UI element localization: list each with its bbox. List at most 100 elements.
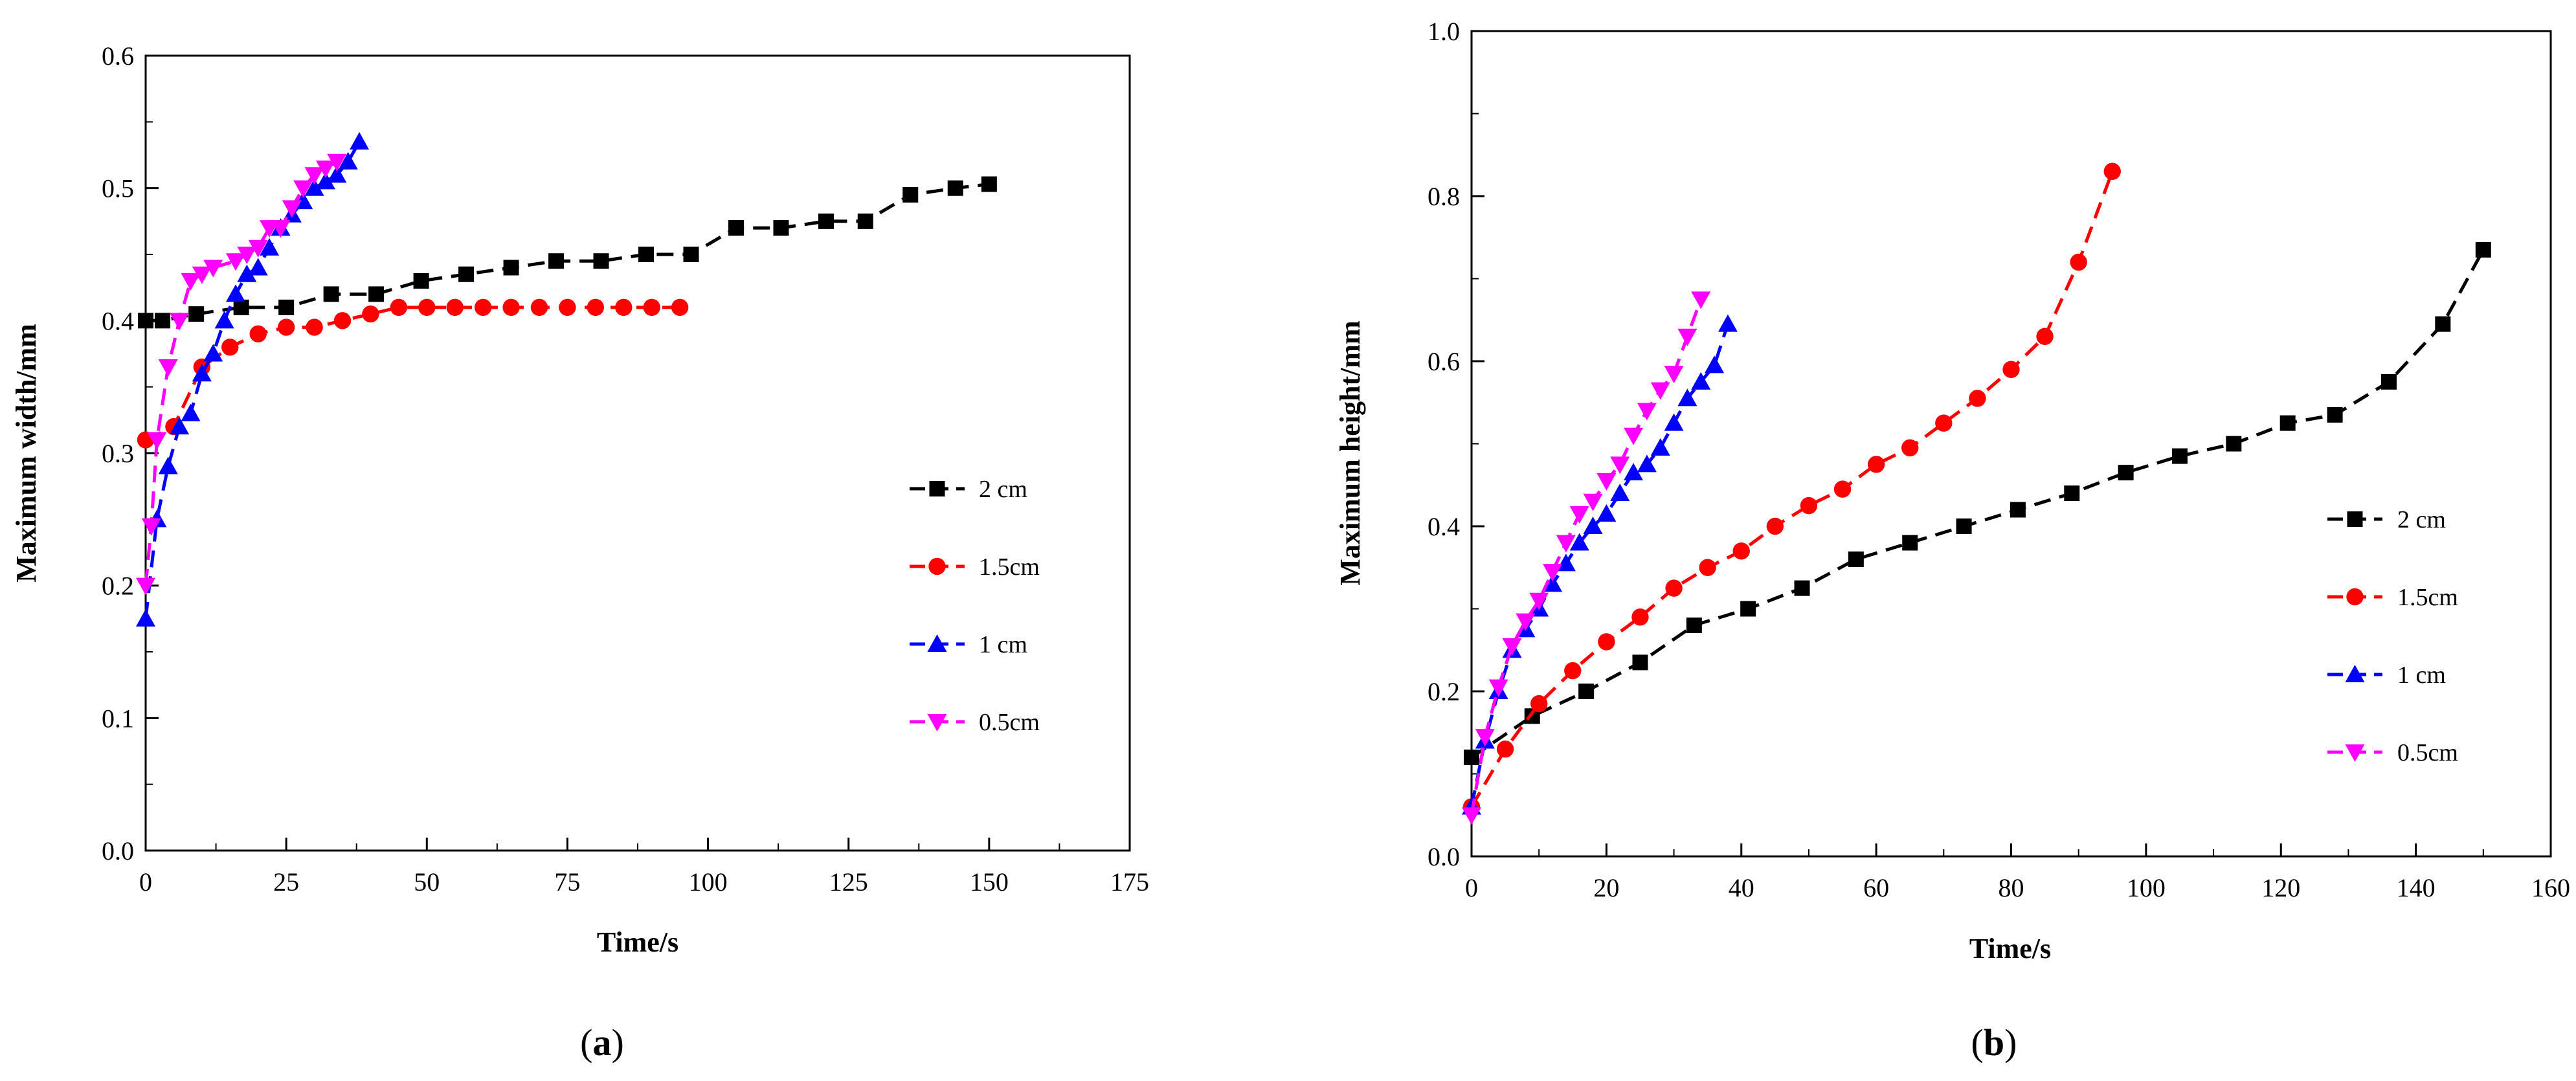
y-tick-label: 0.0 (1428, 842, 1460, 871)
data-point (170, 417, 190, 435)
data-point (503, 260, 519, 276)
data-point (136, 608, 155, 627)
data-point (1556, 535, 1576, 553)
data-point (458, 266, 475, 282)
legend-item: 1 cm (910, 631, 1027, 658)
legend-marker (2347, 511, 2363, 527)
data-point (1740, 601, 1756, 617)
data-point (502, 298, 520, 317)
legend-marker (928, 557, 946, 575)
data-point (2279, 415, 2296, 431)
legend-label: 1 cm (2397, 662, 2446, 689)
data-point (1956, 518, 1972, 534)
data-point (1624, 463, 1644, 481)
chart-panel-b: 0 20 40 60 80 100 120 140 160 0.0 0.2 0.4 0.6 0.8 1.0… (1334, 17, 2570, 1064)
data-point (333, 312, 352, 329)
x-tick-label: 120 (2261, 873, 2300, 902)
series-group-b (1462, 162, 2491, 825)
data-point (1935, 414, 1953, 432)
x-tick-label: 175 (1110, 867, 1149, 897)
data-point (192, 266, 212, 284)
data-point (1516, 613, 1536, 631)
x-tick-label: 0 (1465, 873, 1478, 902)
data-point (1583, 517, 1603, 534)
data-point (1901, 439, 1919, 457)
data-point (277, 318, 295, 336)
legend-label: 1.5cm (979, 553, 1040, 581)
y-tick-label: 0.8 (1428, 182, 1460, 211)
data-point (1502, 638, 1522, 656)
data-point (2070, 253, 2087, 271)
data-point (323, 286, 339, 302)
data-point (530, 298, 548, 317)
data-point (2327, 407, 2343, 423)
data-point (136, 577, 155, 596)
data-point (237, 247, 257, 264)
data-point (1800, 496, 1818, 515)
panel-label-b: (b) (1971, 1021, 2017, 1064)
panel-label-a: (a) (580, 1021, 624, 1064)
data-point (1794, 580, 1810, 596)
series-1_5cm (1462, 162, 2121, 816)
legend-marker (2345, 665, 2365, 682)
data-point (2036, 328, 2054, 345)
legend-label: 2 cm (2397, 506, 2446, 533)
data-point (315, 172, 335, 190)
data-point (1637, 403, 1657, 421)
legend-marker (927, 714, 947, 731)
y-tick-label: 0.6 (102, 41, 134, 71)
legend-marker (927, 634, 947, 652)
data-point (728, 220, 744, 236)
data-point (260, 238, 280, 256)
data-point (138, 313, 153, 329)
data-point (446, 298, 464, 317)
data-point (1488, 679, 1508, 697)
series-2cm (1464, 241, 2491, 765)
data-point (1691, 291, 1711, 309)
data-point (638, 247, 655, 262)
data-point (1610, 456, 1630, 474)
data-point (350, 132, 370, 150)
data-point (1637, 454, 1657, 473)
data-point (1677, 328, 1697, 346)
data-point (615, 298, 633, 317)
data-point (2475, 241, 2491, 258)
legend-label: 1 cm (979, 631, 1027, 658)
data-point (1664, 366, 1684, 384)
y-tick-label: 0.4 (102, 306, 134, 335)
data-point (1632, 654, 1648, 671)
series-2cm (138, 176, 997, 329)
x-tick-label: 40 (1729, 873, 1754, 902)
series-0_5cm (136, 153, 347, 596)
data-point (1598, 633, 1615, 651)
y-ticks-b: 0.0 0.2 0.4 0.6 0.8 1.0 (1428, 17, 1484, 871)
data-point (1732, 542, 1750, 560)
legend-item: 1.5cm (2327, 584, 2458, 611)
data-point (1650, 438, 1670, 456)
data-point (278, 299, 295, 315)
data-point (192, 364, 212, 382)
x-tick-label: 50 (414, 867, 440, 897)
data-point (1564, 662, 1582, 680)
legend-item: 1 cm (2327, 662, 2446, 689)
legend-label: 2 cm (979, 476, 1027, 503)
x-tick-label: 60 (1863, 873, 1889, 902)
legend-label: 0.5cm (2397, 739, 2458, 766)
data-point (1705, 355, 1725, 373)
data-point (282, 200, 302, 218)
y-tick-label: 0.4 (1428, 512, 1460, 541)
data-point (221, 339, 239, 356)
data-point (1718, 314, 1738, 332)
x-axis-label-b: Time/s (1969, 933, 2051, 964)
data-point (857, 213, 873, 229)
data-point (902, 186, 919, 203)
data-point (368, 286, 385, 302)
data-point (2103, 162, 2121, 180)
data-point (1867, 456, 1885, 473)
data-point (981, 176, 997, 192)
data-point (315, 160, 335, 178)
data-point (1529, 592, 1549, 610)
data-point (338, 151, 358, 170)
data-point (181, 273, 201, 291)
data-point (413, 273, 429, 289)
